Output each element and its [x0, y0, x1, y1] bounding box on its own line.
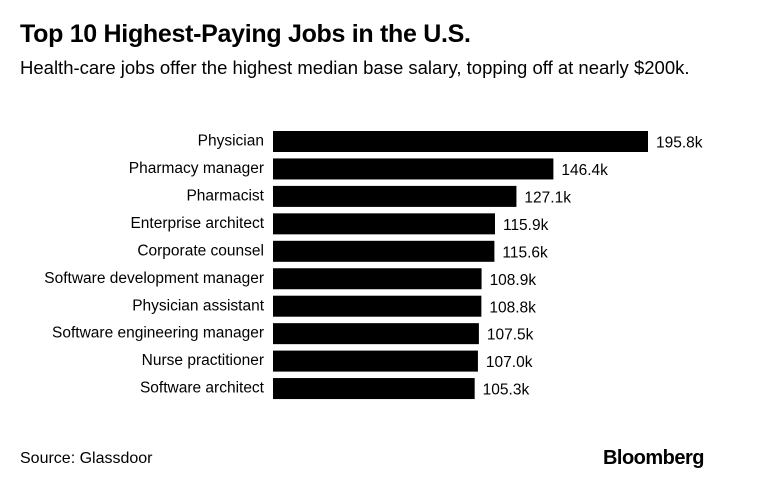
value-label: 108.9k: [490, 272, 537, 289]
category-label: Software architect: [140, 380, 265, 397]
bar: [273, 323, 479, 345]
bar: [273, 185, 517, 207]
chart-title: Top 10 Highest-Paying Jobs in the U.S.: [20, 20, 471, 48]
bar: [273, 350, 478, 372]
chart: Physician 195.8k Pharmacy manager 146.4k Pha…: [44, 131, 703, 400]
value-label: 127.1k: [524, 189, 571, 206]
bar: [273, 378, 475, 400]
category-label: Software engineering manager: [52, 325, 264, 342]
source: Source: Glassdoor: [20, 450, 153, 467]
category-label: Corporate counsel: [137, 242, 264, 259]
bar: [273, 131, 648, 152]
category-label: Physician: [198, 133, 264, 150]
value-label: 107.0k: [486, 354, 533, 371]
category-label: Physician assistant: [132, 297, 265, 314]
category-label: Nurse practitioner: [142, 352, 264, 369]
value-label: 115.6k: [502, 244, 548, 261]
bar: [273, 295, 482, 317]
value-label: 115.9k: [503, 217, 549, 234]
bar: [273, 158, 554, 180]
category-label: Software development manager: [44, 270, 264, 287]
category-label: Pharmacist: [186, 187, 264, 204]
category-label: Pharmacy manager: [129, 160, 264, 177]
value-label: 108.8k: [489, 299, 536, 316]
value-label: 107.5k: [487, 327, 534, 344]
chart-subtitle: Health-care jobs offer the highest media…: [20, 57, 690, 78]
brand: Bloomberg: [602, 447, 705, 469]
value-label: 105.3k: [483, 382, 530, 399]
category-label: Enterprise architect: [130, 215, 264, 232]
bar: [273, 240, 495, 262]
value-label: 146.4k: [561, 162, 608, 179]
bar: [273, 213, 495, 235]
value-label: 195.8k: [656, 135, 703, 152]
bar: [273, 268, 482, 290]
